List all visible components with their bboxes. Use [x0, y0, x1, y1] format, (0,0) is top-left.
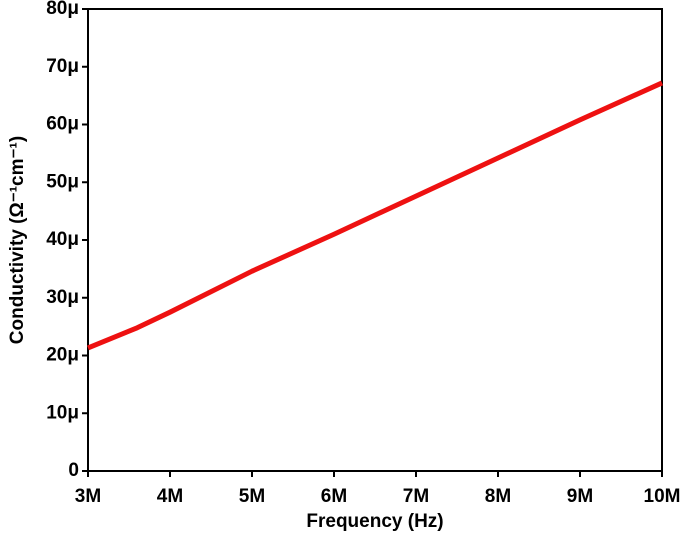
y-tick-label: 60μ	[46, 114, 79, 135]
y-tick-label: 10μ	[46, 402, 79, 423]
y-tick-label: 0	[68, 460, 79, 481]
x-tick-label: 8M	[485, 486, 511, 507]
y-tick-label: 70μ	[46, 56, 79, 77]
x-tick-label: 4M	[157, 486, 183, 507]
y-axis-label: Conductivity (Ω⁻¹cm⁻¹)	[7, 136, 28, 344]
y-tick-label: 40μ	[46, 229, 79, 250]
data-line	[87, 80, 664, 351]
x-tick-label: 5M	[239, 486, 265, 507]
plot-frame	[87, 8, 663, 472]
x-tick-label: 6M	[321, 486, 347, 507]
x-tick-label: 7M	[403, 486, 429, 507]
y-tick-label: 30μ	[46, 287, 79, 308]
x-tick-label: 10M	[644, 486, 681, 507]
x-tick-label: 9M	[567, 486, 593, 507]
y-tick-label: 80μ	[46, 0, 79, 19]
y-tick-label: 20μ	[46, 345, 79, 366]
x-tick-label: 3M	[75, 486, 101, 507]
y-tick-label: 50μ	[46, 171, 79, 192]
x-axis-label: Frequency (Hz)	[306, 511, 443, 532]
